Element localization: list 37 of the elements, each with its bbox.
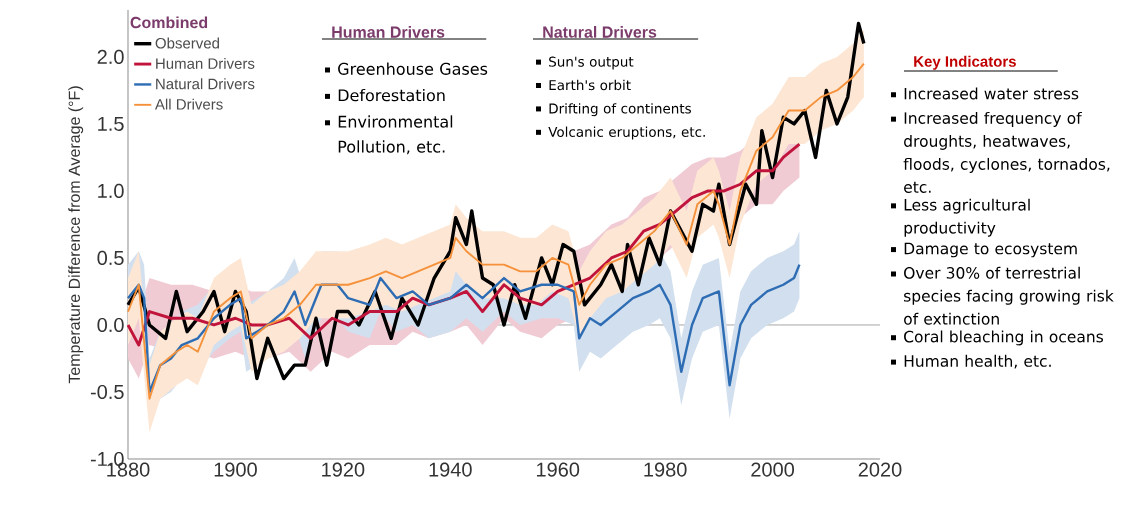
x-tick-label: 2000 (751, 462, 795, 477)
line-series (126, 263, 801, 394)
annotation: Natural Drivers (543, 26, 657, 38)
legend-label: Human Drivers (156, 57, 255, 69)
y-tick-label: -0.5 (90, 384, 124, 400)
annotation: Drifting of continents (549, 103, 691, 117)
y-tick-label: 2.0 (97, 49, 124, 64)
y-axis-title: Temperature Difference from Average (°F) (68, 86, 84, 384)
text: Over 30% of terrestrial species facing growing risk of extinction (904, 266, 1114, 325)
x-tick-label: 1980 (644, 462, 687, 477)
legend-title: Combined (130, 16, 208, 29)
text: Key Indicators (914, 55, 1016, 70)
text: Coral bleaching in oceans (904, 330, 1104, 346)
annotation: Sun's output (549, 56, 634, 70)
annotation: Volcanic eruptions, etc. (548, 126, 705, 140)
text: Damage to ecosystem (904, 242, 1077, 258)
legend-label: Natural Drivers (156, 78, 255, 90)
legend-label: Observed (155, 37, 219, 49)
legend-label: All Drivers (154, 98, 223, 110)
annotation: Earth's orbit (549, 79, 631, 91)
annotation: Environmental Pollution, etc. (338, 115, 453, 155)
text: Increased frequency of droughts, heatwaves, floods, cyclones, tornados, etc. (903, 111, 1110, 193)
x-tick-label: 1940 (429, 462, 472, 477)
text: Human health, etc. (904, 354, 1051, 369)
y-tick-label: 0.0 (97, 317, 124, 333)
annotation: Human Drivers (332, 26, 445, 38)
annotation: Deforestation (338, 88, 445, 102)
text: Increased water stress (904, 87, 1079, 100)
y-tick-label: 0.5 (97, 250, 124, 266)
x-tick-label: 1900 (214, 462, 257, 477)
y-tick-label: 1.0 (98, 183, 124, 198)
x-tick-label: 1960 (536, 462, 580, 477)
annotation: Greenhouse Gases (338, 62, 488, 75)
x-tick-label: 2020 (858, 462, 902, 477)
x-tick-label: 1920 (322, 462, 365, 477)
y-tick-label: 1.5 (98, 116, 124, 131)
text: Less agricultural productivity (904, 198, 1030, 237)
